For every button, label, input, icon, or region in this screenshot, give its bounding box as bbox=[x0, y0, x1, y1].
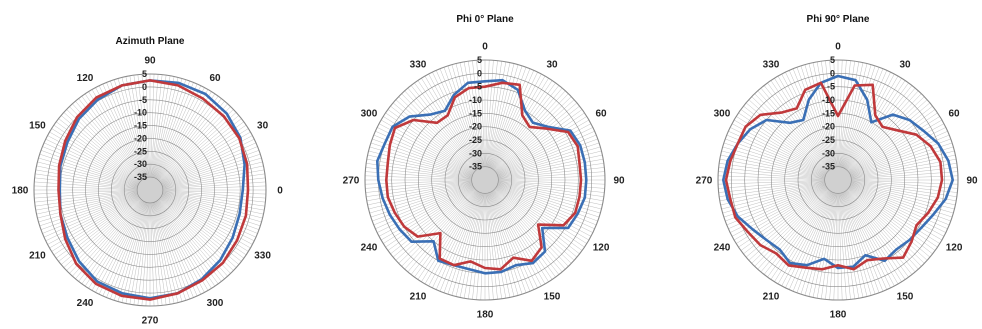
angle-label: 120 bbox=[593, 243, 610, 254]
angle-label: 240 bbox=[714, 243, 731, 254]
r-tick-label: 5 bbox=[142, 69, 147, 79]
r-tick-label: -10 bbox=[134, 108, 147, 118]
angle-label: 60 bbox=[948, 109, 960, 120]
r-tick-label: -5 bbox=[827, 82, 835, 92]
angle-label: 30 bbox=[546, 59, 558, 70]
polar-chart-3: 50-5-10-15-20-25-30-35030609012015018021… bbox=[696, 14, 978, 321]
chart-title: Phi 90° Plane bbox=[807, 14, 870, 25]
r-tick-label: 0 bbox=[830, 68, 835, 78]
angle-label: 330 bbox=[763, 59, 780, 70]
r-tick-label: -25 bbox=[822, 135, 835, 145]
r-tick-label: 5 bbox=[830, 55, 835, 65]
chart-title: Phi 0° Plane bbox=[456, 14, 514, 25]
angle-label: 210 bbox=[763, 292, 780, 303]
angle-label: 0 bbox=[482, 42, 488, 53]
angle-label: 60 bbox=[209, 73, 221, 84]
angle-label: 180 bbox=[477, 310, 494, 321]
angle-label: 30 bbox=[899, 59, 911, 70]
series-line-blue bbox=[722, 74, 954, 270]
r-tick-label: -30 bbox=[134, 159, 147, 169]
ring-gridlines bbox=[717, 59, 959, 301]
series-line-blue bbox=[376, 78, 588, 275]
r-tick-label: 0 bbox=[142, 82, 147, 92]
r-tick-label: -35 bbox=[134, 172, 147, 182]
r-tick-label: -5 bbox=[139, 95, 147, 105]
radial-gridlines bbox=[718, 60, 958, 300]
r-tick-label: -15 bbox=[469, 108, 482, 118]
angle-label: 120 bbox=[77, 73, 94, 84]
angle-label: 270 bbox=[142, 316, 159, 327]
polar-chart-1: 5 0 -5 -10 -15 -20 -25 -30 -35 0 30 60 90 120 150 180 21… bbox=[12, 36, 284, 327]
angle-label: 240 bbox=[77, 298, 94, 309]
angle-label: 180 bbox=[830, 310, 847, 321]
chart-title: Azimuth Plane bbox=[116, 36, 185, 47]
series-line-red bbox=[57, 79, 250, 301]
r-tick-label: -20 bbox=[822, 122, 835, 132]
angle-label: 300 bbox=[361, 109, 378, 120]
r-tick-label: -10 bbox=[822, 95, 835, 105]
center-disk bbox=[471, 166, 499, 194]
r-tick-label: -10 bbox=[469, 95, 482, 105]
angle-label: 150 bbox=[544, 292, 561, 303]
r-tick-label: -15 bbox=[822, 108, 835, 118]
angle-label: 330 bbox=[254, 251, 271, 262]
r-tick-label: -25 bbox=[134, 146, 147, 156]
center-disk bbox=[137, 177, 163, 203]
angle-label: 210 bbox=[29, 251, 46, 262]
series-line-red bbox=[724, 81, 944, 271]
center-disk bbox=[824, 166, 852, 194]
angle-label: 0 bbox=[835, 42, 841, 53]
r-tick-label: -20 bbox=[134, 133, 147, 143]
angle-label: 210 bbox=[410, 292, 427, 303]
angle-label: 270 bbox=[343, 176, 360, 187]
r-tick-label: -25 bbox=[469, 135, 482, 145]
angle-label: 90 bbox=[144, 56, 156, 67]
angle-label: 270 bbox=[696, 176, 713, 187]
r-tick-label: -15 bbox=[134, 121, 147, 131]
series-line-red bbox=[385, 81, 583, 271]
angle-label: 120 bbox=[946, 243, 963, 254]
r-tick-label: -20 bbox=[469, 122, 482, 132]
r-tick-label: -30 bbox=[822, 148, 835, 158]
r-tick-label: -5 bbox=[474, 82, 482, 92]
r-tick-label: -35 bbox=[822, 162, 835, 172]
angle-label: 300 bbox=[714, 109, 731, 120]
angle-label: 60 bbox=[595, 109, 607, 120]
angle-label: 300 bbox=[207, 298, 224, 309]
r-tick-label: 5 bbox=[477, 55, 482, 65]
r-tick-label: -30 bbox=[469, 148, 482, 158]
angle-label: 330 bbox=[410, 59, 427, 70]
angle-label: 150 bbox=[897, 292, 914, 303]
angle-label: 180 bbox=[12, 186, 29, 197]
angle-label: 90 bbox=[613, 176, 625, 187]
r-tick-label: -35 bbox=[469, 162, 482, 172]
angle-label: 90 bbox=[966, 176, 978, 187]
r-tick-label: 0 bbox=[477, 68, 482, 78]
angle-label: 30 bbox=[257, 121, 269, 132]
polar-chart-2: 50-5-10-15-20-25-30-35030609012015018021… bbox=[343, 14, 625, 321]
angle-label: 0 bbox=[277, 186, 283, 197]
angle-label: 150 bbox=[29, 121, 46, 132]
angle-label: 240 bbox=[361, 243, 378, 254]
